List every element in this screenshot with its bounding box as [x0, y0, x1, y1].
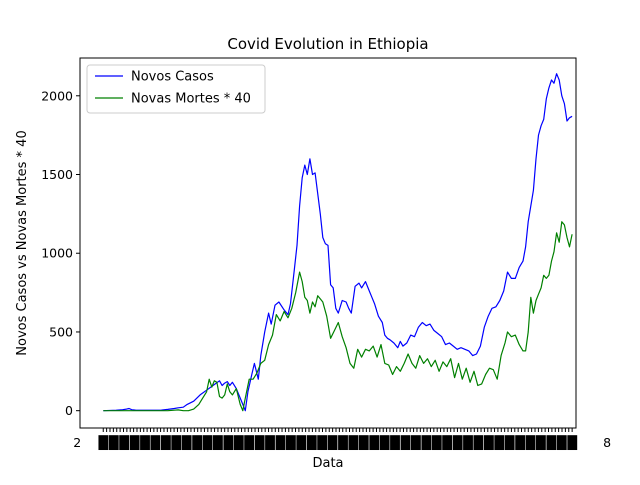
x-tick-label-cluster: █: [514, 435, 525, 451]
x-tick-label-cluster: █: [462, 435, 473, 451]
x-axis-label: Data: [312, 456, 343, 471]
plot-border: [79, 57, 577, 429]
y-tick-label: 1000: [41, 246, 73, 261]
x-tick-label-cluster: █: [431, 435, 442, 451]
x-tick-label-cluster: █: [473, 435, 484, 451]
y-tick-label: 1500: [41, 167, 73, 182]
y-tick-label: 500: [49, 324, 73, 339]
x-tick-label-first: 2: [73, 435, 81, 450]
series-line-novas-mortes: [103, 221, 573, 412]
x-tick-label-cluster: █: [493, 435, 504, 451]
x-tick-label-cluster: █: [358, 435, 369, 451]
x-tick-label-cluster: █: [150, 435, 161, 451]
x-tick-label-cluster: █: [535, 435, 546, 451]
x-tick-label-cluster: █: [191, 435, 202, 451]
x-tick-label-cluster: █: [316, 435, 327, 451]
x-tick-label-cluster: █: [233, 435, 244, 451]
x-tick-label-cluster: █: [254, 435, 265, 451]
x-tick-label-cluster: █: [410, 435, 421, 451]
x-tick-label-cluster: █: [170, 435, 181, 451]
series-line-novos-casos: [103, 73, 573, 412]
x-tick-label-cluster: █: [525, 435, 536, 451]
x-tick-label-cluster: █: [504, 435, 515, 451]
legend-label-novos-casos: Novos Casos: [131, 70, 214, 85]
legend-box: [86, 64, 266, 114]
y-axis-label: Novos Casos vs Novas Mortes * 40: [15, 130, 30, 355]
y-tick-label: 0: [65, 403, 73, 418]
x-tick-label-cluster: █: [566, 435, 577, 451]
x-axis: █ █ █ █ █ █ █ █ █ █ █ █ █ █ █ █ █ █ █ █ █ █ █ █ █ █ █ █ █ █ █ █ █ █ █ █ █ █ █ █…: [73, 428, 611, 451]
x-tick-label-cluster: █: [97, 435, 108, 451]
x-tick-label-cluster: █: [420, 435, 431, 451]
x-tick-label-cluster: █: [337, 435, 348, 451]
series-layer: [103, 73, 573, 412]
x-tick-label-cluster: █: [389, 435, 400, 451]
x-tick-label-cluster: █: [306, 435, 317, 451]
legend: Novos Casos Novas Mortes * 40: [86, 64, 266, 114]
x-tick-label-cluster: █: [545, 435, 556, 451]
x-tick-label-cluster: █: [368, 435, 379, 451]
x-tick-label-cluster: █: [222, 435, 233, 451]
x-tick-label-cluster: █: [483, 435, 494, 451]
x-tick-label-cluster: █: [160, 435, 171, 451]
x-tick-label-cluster: █: [243, 435, 254, 451]
x-tick-label-cluster: █: [327, 435, 338, 451]
x-tick-label-cluster: █: [452, 435, 463, 451]
x-tick-label-cluster: █: [129, 435, 140, 451]
plot-area: [80, 58, 576, 428]
legend-label-novas-mortes: Novas Mortes * 40: [131, 92, 251, 107]
y-tick-label: 2000: [41, 88, 73, 103]
x-tick-label-cluster: █: [441, 435, 452, 451]
x-tick-label-cluster: █: [181, 435, 192, 451]
x-tick-label-cluster: █: [275, 435, 286, 451]
x-tick-label-cluster: █: [108, 435, 119, 451]
x-tick-label-cluster: █: [285, 435, 296, 451]
x-tick-label-cluster: █: [295, 435, 306, 451]
x-tick-label-cluster: █: [379, 435, 390, 451]
x-tick-label-cluster: █: [212, 435, 223, 451]
x-tick-label-cluster: █: [202, 435, 213, 451]
chart-title: Covid Evolution in Ethiopia: [227, 35, 428, 53]
x-tick-label-cluster: █: [348, 435, 359, 451]
x-tick-label-last: 8: [603, 435, 611, 450]
y-axis: 0 500 1000 1500 2000: [41, 88, 80, 418]
x-tick-label-cluster: █: [264, 435, 275, 451]
x-tick-label-cluster: █: [400, 435, 411, 451]
x-tick-label-cluster: █: [556, 435, 567, 451]
x-tick-label-cluster: █: [118, 435, 129, 451]
x-tick-label-cluster: █: [139, 435, 150, 451]
